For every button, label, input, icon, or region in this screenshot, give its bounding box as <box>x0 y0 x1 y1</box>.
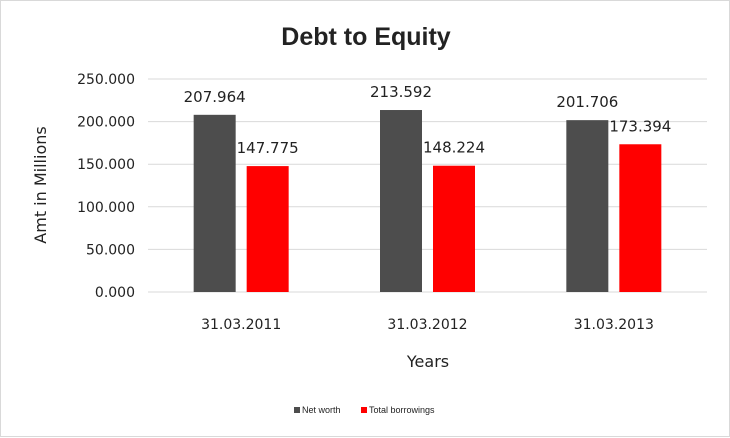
y-tick-label: 50.000 <box>86 242 135 258</box>
data-label: 213.592 <box>370 83 432 101</box>
legend: Net worth Total borrowings <box>294 405 435 415</box>
y-tick-label: 200.000 <box>77 115 135 131</box>
bar-total-borrowings <box>619 144 662 292</box>
data-label: 173.394 <box>609 117 671 135</box>
y-tick-label: 0.000 <box>95 285 135 301</box>
bar-net-worth <box>566 120 609 292</box>
y-axis-ticks: 0.000 50.000 100.000 150.000 200.000 250.000 <box>77 72 135 301</box>
bar-total-borrowings <box>433 165 475 292</box>
data-label: 201.706 <box>556 93 618 111</box>
y-axis-title: Amt in Millions <box>31 126 50 243</box>
legend-label: Net worth <box>302 405 341 415</box>
y-tick-label: 250.000 <box>77 72 135 88</box>
x-axis-ticks: 31.03.2011 31.03.2012 31.03.2013 <box>201 317 654 333</box>
gridlines <box>148 78 707 293</box>
bars <box>193 110 662 293</box>
data-label: 148.224 <box>423 139 485 157</box>
chart-title: Debt to Equity <box>281 23 451 51</box>
data-label: 207.964 <box>184 88 246 106</box>
legend-swatch <box>361 407 367 413</box>
x-axis-title: Years <box>406 352 449 371</box>
data-label: 147.775 <box>237 139 299 157</box>
data-labels: 207.964 147.775 213.592 148.224 201.706 173.3… <box>184 83 672 157</box>
x-tick-label: 31.03.2013 <box>574 317 654 333</box>
legend-label: Total borrowings <box>369 405 435 415</box>
bar-net-worth <box>380 110 422 292</box>
x-tick-label: 31.03.2012 <box>387 317 467 333</box>
y-tick-label: 150.000 <box>77 157 135 173</box>
y-tick-label: 100.000 <box>77 200 135 216</box>
x-tick-label: 31.03.2011 <box>201 317 281 333</box>
bar-net-worth <box>193 114 236 293</box>
bar-total-borrowings <box>246 166 289 292</box>
legend-swatch <box>294 407 300 413</box>
